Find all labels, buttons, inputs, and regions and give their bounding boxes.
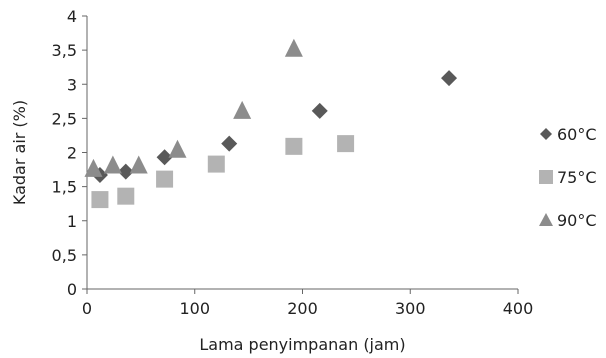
x-tick-label: 300 [395,299,426,318]
legend-label: 90°C [557,211,597,230]
triangle-marker [168,139,187,158]
y-tick-label: 1 [67,212,77,231]
square-marker [207,155,225,173]
x-tick-label: 100 [179,299,210,318]
y-axis-title: Kadar air (%) [10,100,29,205]
square-marker [285,137,303,155]
square-marker [156,170,174,188]
triangle-marker [129,155,148,174]
y-tick-label: 2,5 [52,109,77,128]
legend-label: 75°C [557,168,597,187]
x-tick-label: 0 [82,299,92,318]
x-tick-label: 400 [503,299,534,318]
series-square [91,135,355,209]
square-marker [337,135,355,153]
y-tick-label: 4 [67,7,77,26]
legend-label: 60°C [557,125,597,144]
y-tick-label: 0 [67,280,77,299]
triangle-marker [103,155,122,174]
triangle-marker [233,100,252,119]
legend-square-icon [539,170,553,184]
legend-diamond-icon [540,128,552,140]
y-tick-label: 3 [67,75,77,94]
y-tick-label: 2 [67,144,77,163]
diamond-marker [156,149,173,166]
y-tick-label: 0,5 [52,246,77,265]
data-markers [84,38,458,209]
x-axis-title: Lama penyimpanan (jam) [199,335,405,354]
series-diamond [91,70,458,184]
square-marker [91,191,109,209]
triangle-marker [284,38,303,57]
x-tick-label: 200 [287,299,318,318]
diamond-marker [311,102,328,119]
y-tick-label: 3,5 [52,41,77,60]
axes: 0 0,5 1 1,5 2 2,5 3 3,5 4 0 100 200 300 400 [52,7,534,318]
legend-triangle-icon [539,213,553,226]
diamond-marker [441,70,458,87]
square-marker [117,187,135,205]
series-triangle [84,38,303,177]
diamond-marker [221,135,238,152]
triangle-marker [84,158,103,177]
legend: 60°C 75°C 90°C [539,125,597,230]
y-tick-label: 1,5 [52,178,77,197]
diamond-marker [117,163,134,180]
